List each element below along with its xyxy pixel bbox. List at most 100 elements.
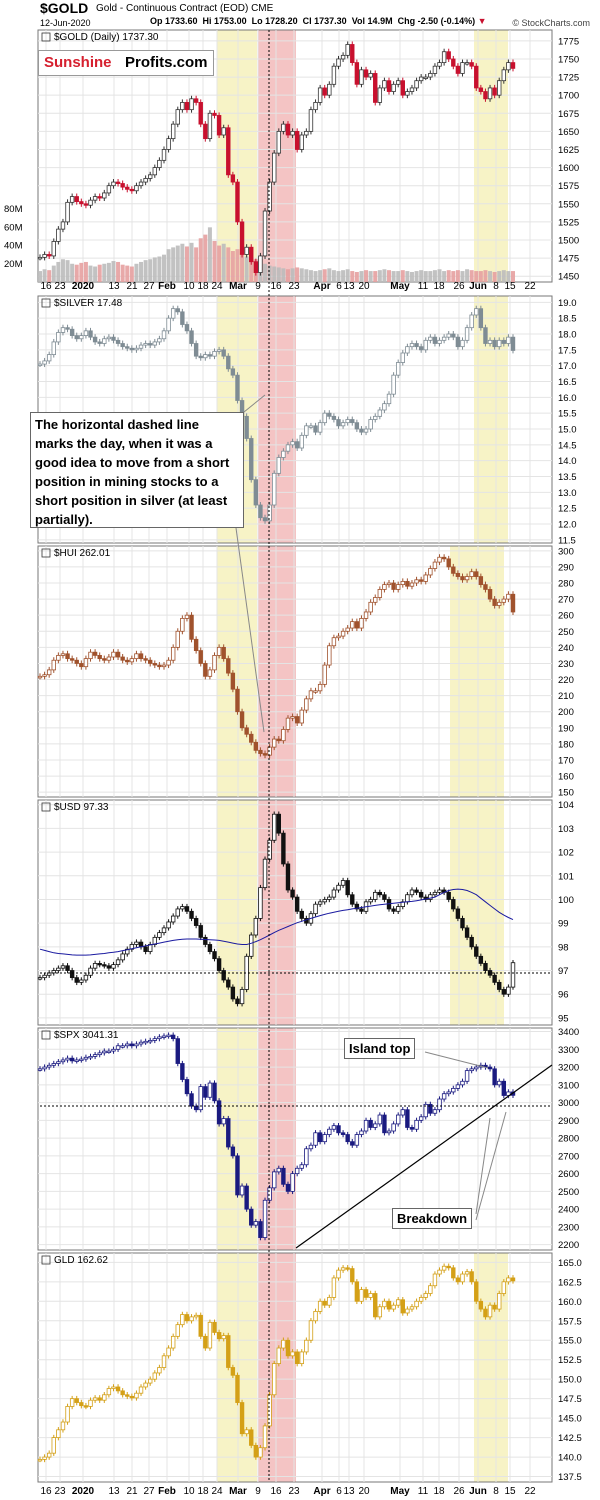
- candle-body: [391, 582, 396, 590]
- volume-bar: [501, 270, 506, 282]
- x-tick-label: 16: [40, 1486, 52, 1497]
- symbol-name: Gold - Continuous Contract (EOD) CME: [96, 3, 273, 14]
- candle-body: [152, 1372, 158, 1380]
- candle-body: [409, 582, 415, 587]
- candle-body: [180, 102, 185, 111]
- candle-body: [42, 1066, 47, 1070]
- volume-bar: [331, 270, 336, 282]
- candle-body: [193, 343, 199, 357]
- volume-bar: [405, 271, 410, 282]
- candle-body: [239, 1185, 245, 1196]
- candle-body: [203, 663, 208, 677]
- yellow-band-jun: [474, 30, 508, 282]
- candle-body: [83, 1056, 89, 1060]
- candle-body: [308, 425, 314, 428]
- candle-body: [37, 363, 43, 366]
- y-tick-label: 1525: [558, 217, 579, 228]
- candle-body: [134, 1043, 139, 1047]
- candle-body: [249, 438, 254, 481]
- y-tick-label: 100: [558, 895, 574, 906]
- candle-body: [460, 1273, 465, 1283]
- y-tick-label: 162.5: [558, 1277, 582, 1288]
- candle-body: [152, 663, 158, 666]
- candle-body: [134, 1392, 139, 1399]
- candle-body: [111, 336, 116, 341]
- y-tick-label: 15.5: [558, 409, 577, 420]
- volume-bar: [143, 260, 148, 282]
- candle-body: [88, 330, 93, 338]
- candle-body: [65, 327, 70, 330]
- candle-body: [354, 1281, 360, 1302]
- candle-body: [129, 1395, 135, 1399]
- candle-body: [170, 646, 176, 661]
- x-tick-label: Feb: [158, 281, 176, 292]
- candle-body: [79, 979, 84, 983]
- volume-bar: [318, 270, 323, 282]
- candle-body: [88, 1056, 93, 1059]
- x-tick-label: Mar: [229, 1486, 247, 1497]
- volume-bar: [42, 269, 47, 282]
- candle-body: [317, 901, 323, 905]
- candle-body: [253, 1444, 259, 1458]
- candle-body: [455, 572, 461, 577]
- x-tick-label: 20: [358, 1486, 370, 1497]
- candle-body: [267, 181, 272, 212]
- candle-body: [203, 936, 208, 945]
- series-toggle-icon: [41, 1030, 51, 1040]
- candle-body: [414, 343, 419, 348]
- candle-body: [299, 709, 304, 724]
- y-tick-label: 155.0: [558, 1336, 582, 1347]
- candle-body: [441, 51, 447, 63]
- x-tick-label: 16: [270, 1486, 282, 1497]
- candle-body: [106, 965, 112, 969]
- candle-body: [125, 659, 130, 663]
- candle-body: [42, 674, 47, 677]
- candle-body: [272, 1363, 277, 1396]
- candle-body: [60, 221, 66, 230]
- volume-bar: [102, 263, 107, 282]
- y-tick-label: 160.0: [558, 1297, 582, 1308]
- series-toggle-icon: [41, 802, 51, 812]
- candle-body: [405, 1308, 410, 1314]
- candle-body: [474, 65, 479, 89]
- candle-body: [386, 80, 392, 92]
- candle-body: [345, 1134, 350, 1143]
- candle-body: [428, 336, 433, 341]
- volume-bar: [171, 247, 176, 282]
- candle-body: [65, 1057, 70, 1061]
- y-tick-label: 17.5: [558, 345, 577, 356]
- volume-bar: [83, 261, 88, 282]
- candle-body: [216, 646, 222, 656]
- y-tick-label: 103: [558, 824, 574, 835]
- candle-body: [460, 576, 465, 581]
- volume-bar: [230, 251, 235, 282]
- candle-body: [428, 1103, 433, 1114]
- candle-body: [92, 1397, 98, 1401]
- panel-title: GLD 162.62: [54, 1255, 108, 1266]
- y-tick-label: 152.5: [558, 1355, 582, 1366]
- candle-body: [395, 584, 401, 590]
- candle-body: [244, 727, 249, 735]
- y-tick-label: 14.5: [558, 440, 577, 451]
- candle-body: [290, 716, 295, 719]
- candle-body: [363, 1119, 369, 1132]
- candle-body: [97, 1397, 102, 1401]
- candle-body: [249, 1429, 254, 1446]
- candle-body: [189, 330, 194, 344]
- volume-bar: [272, 266, 277, 282]
- candle-body: [193, 1314, 199, 1318]
- y-tick-label: 150: [558, 788, 574, 799]
- volume-bar: [129, 266, 134, 282]
- candle-body: [487, 1304, 493, 1318]
- candle-body: [244, 415, 249, 439]
- candle-body: [106, 185, 112, 194]
- candle-body: [157, 664, 162, 668]
- candle-body: [363, 428, 369, 433]
- candle-body: [212, 951, 217, 960]
- volume-bar: [203, 234, 208, 282]
- candle-body: [478, 576, 484, 586]
- candle-body: [267, 1187, 272, 1201]
- candle-body: [317, 87, 323, 103]
- candle-body: [115, 1045, 121, 1050]
- candle-body: [258, 504, 263, 519]
